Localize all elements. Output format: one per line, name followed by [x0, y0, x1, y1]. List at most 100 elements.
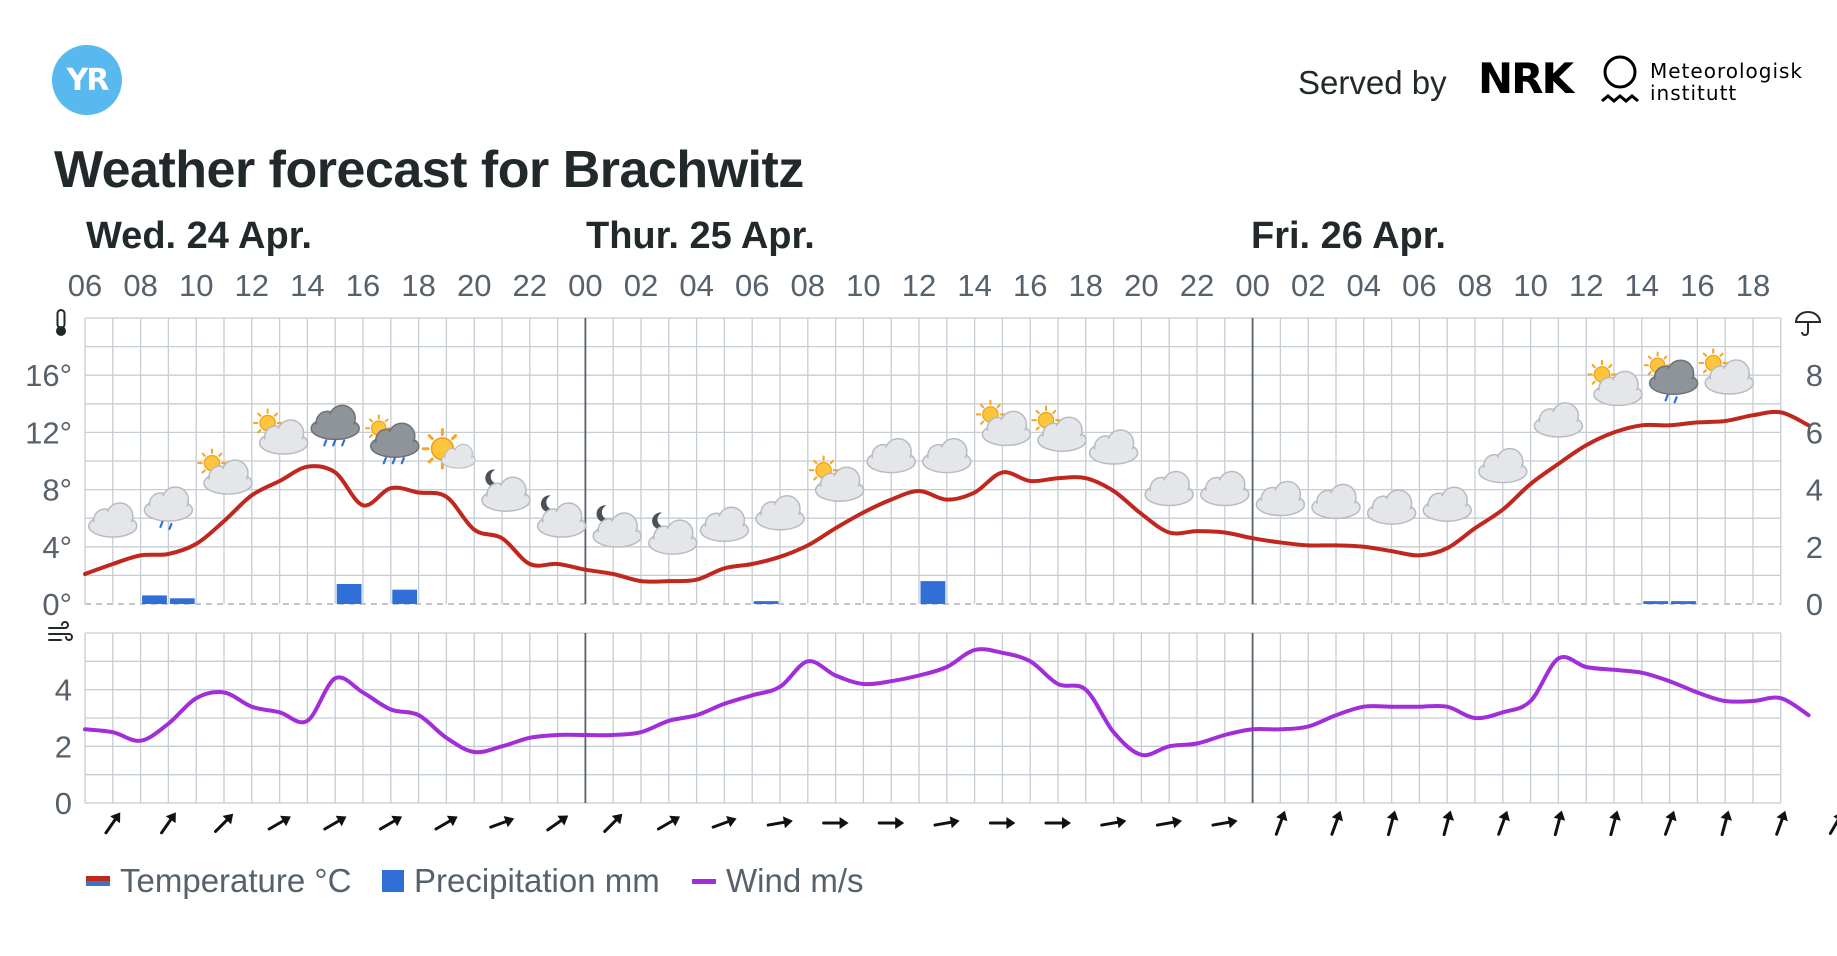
wind-line: [83, 647, 1811, 758]
precipitation-bars: [142, 581, 1696, 604]
hour-tick-label: 08: [1458, 268, 1492, 303]
wind-arrow: [656, 815, 681, 831]
wind-arrow: [1775, 810, 1788, 836]
wind-tick-label: 0: [55, 786, 72, 821]
legend-precipitation-label: Precipitation mm: [414, 862, 660, 899]
temperature-curve: [83, 409, 1811, 584]
hour-tick-label: 04: [679, 268, 713, 303]
wind-arrow: [1663, 810, 1677, 836]
hour-tick-label: 18: [1069, 268, 1103, 303]
wind-arrow: [1044, 817, 1071, 829]
cloudy-icon: [699, 506, 750, 543]
hour-tick-label: 14: [1625, 268, 1659, 303]
hour-tick-label: 04: [1347, 268, 1381, 303]
wind-arrow-head: [280, 815, 291, 827]
cloud-part: [1478, 447, 1528, 484]
wind-arrow-head: [1062, 817, 1071, 829]
precipitation-bar: [753, 601, 779, 604]
wind-arrow: [214, 813, 234, 833]
wind-arrow: [766, 816, 793, 829]
cloud-part: [1200, 470, 1250, 507]
nrk-logo[interactable]: NRK: [1478, 54, 1574, 103]
wind-arrow-head: [165, 812, 176, 824]
met-name-line1: Meteorologisk: [1650, 59, 1804, 83]
partly-cloudy-day-icon: [1698, 348, 1754, 395]
axis-icons: [48, 309, 1822, 641]
hour-tick-label: 22: [513, 268, 547, 303]
wind-arrow: [1330, 810, 1344, 836]
precipitation-bar: [920, 581, 946, 604]
cloud-part: [88, 502, 138, 538]
cloud-part: [866, 437, 916, 474]
cloud-part: [922, 437, 972, 474]
wind-arrow: [1720, 810, 1733, 837]
wind-curve: [83, 647, 1811, 758]
wind-icon: [48, 621, 73, 641]
umbrella-icon: [1794, 311, 1822, 336]
hour-tick-label: 22: [1180, 268, 1214, 303]
hour-tick-label: 16: [346, 268, 380, 303]
partly-cloudy-day-icon: [252, 408, 309, 455]
precipitation-bar: [392, 589, 418, 604]
hour-tick-label: 10: [179, 268, 213, 303]
wind-arrow-head: [446, 815, 458, 827]
wind-arrow: [877, 817, 905, 829]
cloud-part: [755, 495, 805, 531]
hour-tick-label: 12: [902, 268, 936, 303]
legend-temperature: Temperature °C: [86, 862, 351, 900]
wind-arrow: [378, 815, 403, 831]
yr-logo[interactable]: YR: [52, 45, 122, 115]
wind-arrow-head: [1276, 810, 1288, 822]
rain-icon: [310, 404, 360, 447]
drops3-part: [323, 439, 346, 447]
wind-arrow: [489, 815, 515, 829]
cloud-part: [1366, 489, 1417, 525]
wind-arrow: [988, 817, 1016, 829]
partly-cloudy-day-icon: [197, 448, 253, 495]
cloud-part: [699, 506, 750, 543]
wind-arrow-head: [503, 815, 515, 828]
wind-arrow-head: [391, 815, 403, 827]
wind-tick-label: 4: [55, 673, 72, 708]
temp-tick-label: 16°: [25, 358, 72, 393]
day-label-thur: Thur. 25 Apr.: [586, 215, 815, 257]
wind-arrow-shaft: [1828, 814, 1837, 835]
hour-tick-label: 08: [123, 268, 157, 303]
cloudy-icon: [1366, 489, 1417, 525]
cloud-part: [1422, 486, 1472, 522]
hour-tick-label: 14: [290, 268, 324, 303]
hour-tick-label: 12: [235, 268, 269, 303]
wind-arrow-head: [839, 817, 849, 829]
cloudy-icon: [1533, 402, 1584, 438]
wind-arrow-head: [1498, 810, 1510, 822]
hour-tick-label: 10: [846, 268, 880, 303]
wind-arrow-head: [110, 812, 121, 824]
legend-wind-label: Wind m/s: [726, 862, 864, 899]
cloud-part: [1255, 480, 1306, 517]
precipitation-bar: [1671, 601, 1696, 604]
thermometer-icon: [56, 309, 66, 336]
wind-arrow: [1155, 816, 1183, 829]
precipitation-bar: [336, 583, 362, 604]
precip-tick-label: 2: [1806, 530, 1823, 565]
met-institute-name[interactable]: Meteorologisk institutt: [1650, 60, 1803, 104]
wind-arrow: [1553, 810, 1566, 837]
wind-arrow-head: [1172, 816, 1183, 829]
wind-arrow-head: [1331, 810, 1344, 822]
wind-arrow-head: [222, 813, 234, 825]
legend-temperature-label: Temperature °C: [120, 862, 352, 899]
drops-part: [1664, 394, 1678, 404]
wind-arrow: [933, 816, 960, 829]
wind-arrow: [822, 817, 849, 829]
legend-precipitation: Precipitation mm: [382, 862, 660, 900]
cloud-part: [1144, 470, 1194, 507]
met-institute-logo-icon: [1601, 55, 1639, 103]
wind-arrow-head: [949, 816, 960, 829]
temp-tick-label: 8°: [42, 473, 72, 508]
hour-tick-label: 20: [1124, 268, 1158, 303]
light-rain-showers-day-icon: [1643, 351, 1699, 404]
wind-arrow-head: [557, 815, 569, 826]
wind-arrow: [323, 815, 347, 831]
served-by-label: Served by: [1298, 64, 1447, 101]
